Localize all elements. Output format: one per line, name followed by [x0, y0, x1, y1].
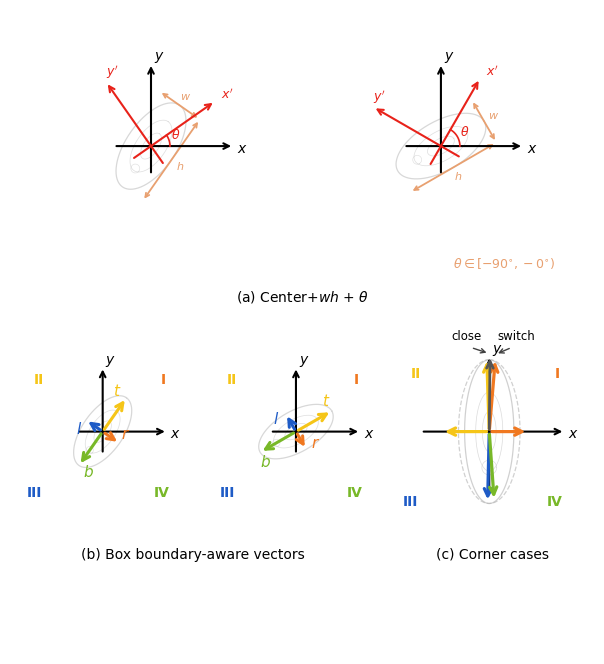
- Text: I: I: [555, 367, 560, 381]
- Text: $t$: $t$: [322, 393, 330, 410]
- Text: III: III: [220, 486, 235, 500]
- Text: $y$: $y$: [106, 354, 116, 369]
- Text: II: II: [227, 373, 237, 388]
- Text: $l$: $l$: [273, 412, 279, 428]
- Text: $x$: $x$: [527, 142, 538, 156]
- Text: $\theta$: $\theta$: [460, 125, 469, 139]
- Text: (c) Corner cases: (c) Corner cases: [435, 548, 549, 562]
- Text: $b$: $b$: [83, 464, 94, 480]
- Text: II: II: [34, 373, 44, 388]
- Text: $h$: $h$: [454, 171, 463, 183]
- Text: III: III: [403, 495, 419, 509]
- Text: close: close: [452, 330, 482, 343]
- Text: IV: IV: [153, 486, 169, 500]
- Text: $w$: $w$: [180, 92, 191, 102]
- Text: II: II: [411, 367, 422, 381]
- Text: $x$: $x$: [237, 142, 248, 156]
- Text: IV: IV: [347, 486, 362, 500]
- Text: I: I: [354, 373, 359, 388]
- Text: $x'$: $x'$: [221, 88, 233, 102]
- Text: $h$: $h$: [176, 160, 184, 172]
- Text: $x'$: $x'$: [486, 64, 498, 79]
- Text: $y$: $y$: [154, 50, 165, 65]
- Text: $y'$: $y'$: [106, 64, 119, 81]
- Text: III: III: [27, 486, 42, 500]
- Text: $w$: $w$: [487, 111, 499, 121]
- Text: $y$: $y$: [492, 343, 503, 358]
- Text: $t$: $t$: [113, 383, 121, 399]
- Text: switch: switch: [497, 330, 535, 343]
- Text: IV: IV: [547, 495, 562, 509]
- Text: (a) Center+$wh$ + $\theta$: (a) Center+$wh$ + $\theta$: [236, 289, 368, 305]
- Text: I: I: [161, 373, 165, 388]
- Text: $\theta$: $\theta$: [171, 128, 181, 142]
- Text: $x$: $x$: [568, 427, 579, 441]
- Text: $x$: $x$: [170, 426, 181, 440]
- Text: $y'$: $y'$: [373, 89, 386, 106]
- Text: $b$: $b$: [260, 454, 271, 470]
- Text: $y$: $y$: [299, 354, 309, 369]
- Text: $x$: $x$: [364, 426, 374, 440]
- Text: $\theta \in [-90^{\circ}, -0^{\circ})$: $\theta \in [-90^{\circ}, -0^{\circ})$: [453, 256, 555, 272]
- Text: $y$: $y$: [444, 50, 455, 65]
- Text: (b) Box boundary-aware vectors: (b) Box boundary-aware vectors: [82, 548, 305, 562]
- Text: $r$: $r$: [311, 436, 320, 452]
- Text: $r$: $r$: [121, 427, 130, 442]
- Text: $l$: $l$: [77, 421, 83, 437]
